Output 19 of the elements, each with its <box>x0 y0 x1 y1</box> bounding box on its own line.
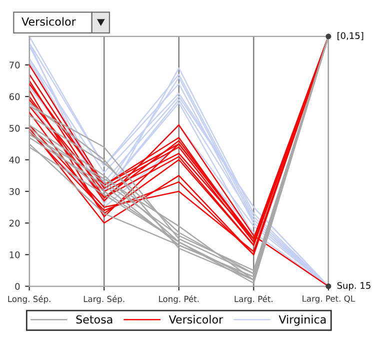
y-tick-label: 50 <box>10 124 20 132</box>
text: Versicolor <box>22 17 76 26</box>
annotation: Sup. 15 <box>337 282 370 291</box>
y-tick-label: 20 <box>9 220 20 227</box>
y-tick-label: 30 <box>10 188 20 195</box>
y-tick-label: 70 <box>10 62 20 68</box>
legend-label: Setosa <box>76 315 112 324</box>
y-tick-label: 0 <box>15 283 20 290</box>
annotation: [0,15] <box>338 32 364 40</box>
x-tick-label: Long. Sép. <box>8 295 50 304</box>
x-tick-label: Larg. Sép. <box>84 295 124 304</box>
legend-label: Versicolor <box>168 315 224 324</box>
y-tick-label: 40 <box>9 156 20 164</box>
legend-label: Virginica <box>278 315 326 326</box>
x-tick-label: Long. Pét. <box>159 295 199 304</box>
y-tick-label: 60 <box>9 93 20 100</box>
x-tick-label: Larg. Pet. QL <box>302 295 356 304</box>
y-tick-label: 10 <box>10 251 20 258</box>
x-tick-label: Larg. Pét. <box>234 295 272 304</box>
